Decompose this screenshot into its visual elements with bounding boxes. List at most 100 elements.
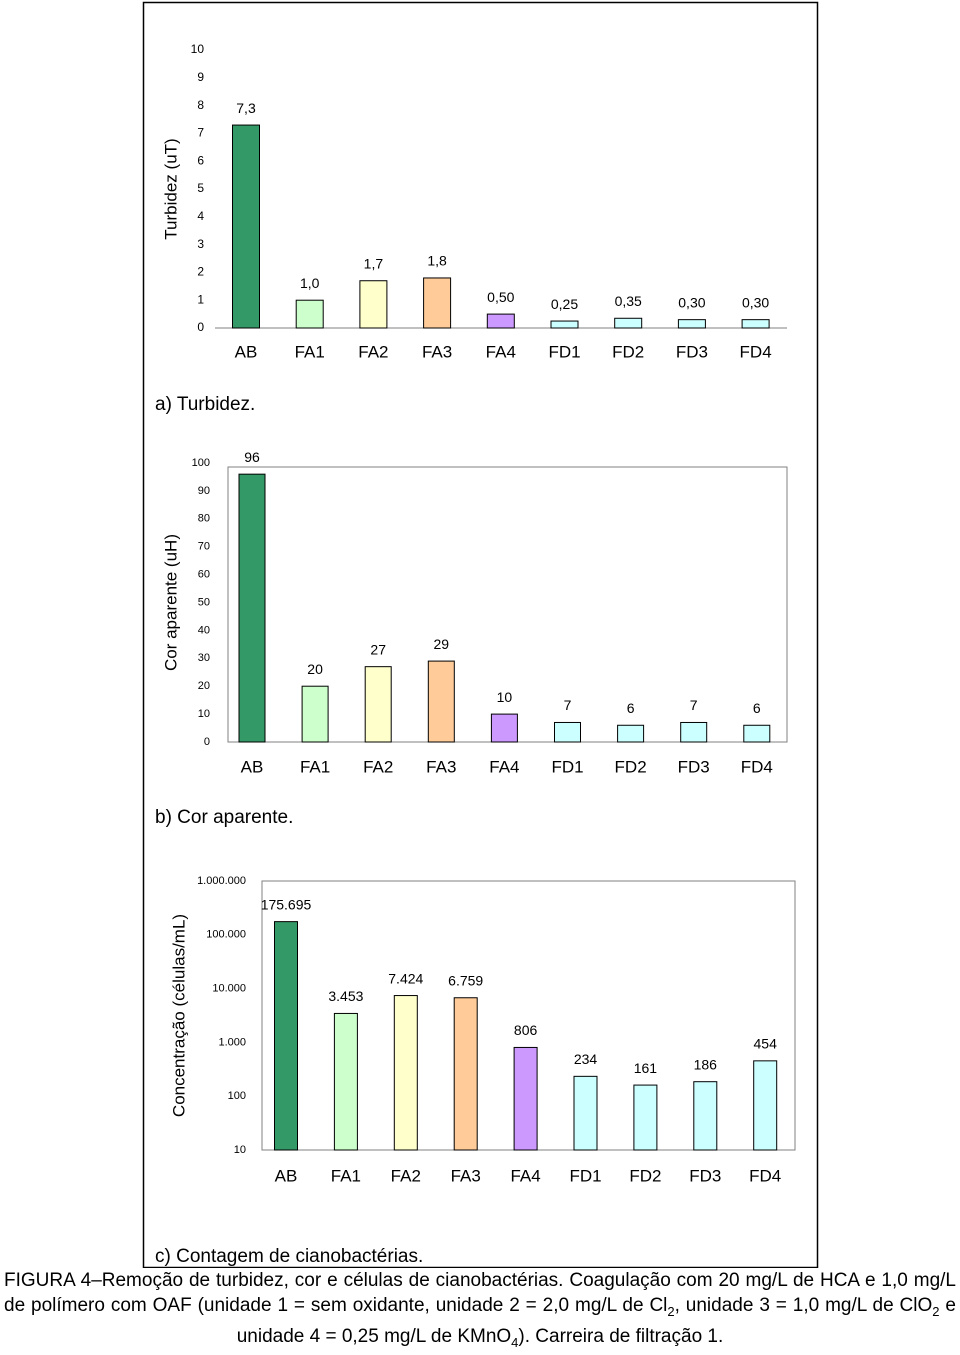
caption-text: 2	[932, 1303, 940, 1319]
bar	[333, 1012, 358, 1151]
y-tick-label: 8	[197, 98, 204, 112]
bar	[427, 660, 455, 743]
x-tick-label: FD4	[749, 1166, 781, 1185]
bar	[513, 1046, 538, 1151]
x-tick-label: FD3	[676, 342, 708, 361]
value-label: 6	[753, 700, 761, 716]
y-tick-label: 1.000	[218, 1036, 246, 1048]
value-label: 806	[514, 1022, 538, 1038]
y-tick-label: 10	[191, 42, 205, 56]
value-label: 0,25	[551, 296, 578, 312]
chart-caption: b) Cor aparente.	[155, 807, 293, 828]
x-tick-label: AB	[241, 757, 264, 776]
y-axis-title: Cor aparente (uH)	[161, 534, 180, 671]
x-tick-label: FA1	[295, 342, 325, 361]
bar	[423, 277, 452, 329]
value-label: 454	[754, 1036, 778, 1052]
bar	[617, 724, 645, 743]
caption-text: e unidade 4 = 0,25 mg/L de KMnO	[236, 1295, 956, 1347]
y-tick-label: 70	[198, 541, 210, 553]
x-tick-label: FD3	[678, 757, 710, 776]
chart-caption: c) Contagem de cianobactérias.	[155, 1246, 423, 1267]
y-tick-label: 10	[234, 1144, 246, 1156]
value-label: 234	[574, 1051, 598, 1067]
bar	[633, 1084, 658, 1151]
bar	[301, 685, 329, 743]
value-label: 1,8	[427, 253, 447, 269]
y-tick-label: 2	[197, 265, 204, 279]
x-tick-label: FD1	[569, 1166, 601, 1185]
bar	[295, 299, 324, 329]
y-tick-label: 100	[228, 1090, 246, 1102]
y-tick-label: 1.000.000	[197, 875, 246, 887]
value-label: 7	[564, 697, 572, 713]
bar	[741, 319, 770, 329]
value-label: 10	[497, 689, 513, 705]
value-label: 175.695	[261, 896, 312, 912]
value-label: 0,30	[678, 294, 705, 310]
bar	[238, 473, 266, 743]
x-tick-label: FA4	[510, 1166, 540, 1185]
y-tick-label: 7	[197, 126, 204, 140]
x-tick-label: FD1	[551, 757, 583, 776]
y-tick-label: 40	[198, 624, 210, 636]
caption-text: ). Carreira de filtração 1.	[518, 1325, 724, 1347]
y-tick-label: 90	[198, 485, 210, 497]
value-label: 0,35	[615, 293, 642, 309]
x-tick-label: FD4	[741, 757, 773, 776]
bar	[743, 724, 771, 743]
y-tick-label: 6	[197, 153, 204, 167]
y-tick-label: 1	[197, 292, 204, 306]
value-label: 29	[434, 636, 450, 652]
value-label: 0,50	[487, 289, 514, 305]
bar	[393, 995, 418, 1151]
y-tick-label: 20	[198, 680, 210, 692]
bar	[554, 721, 581, 743]
x-tick-label: FD2	[615, 757, 647, 776]
y-tick-label: 9	[197, 70, 204, 84]
caption-text: FIGURA 4–Remoção de turbidez, cor e célu…	[4, 1270, 956, 1316]
y-tick-label: 80	[198, 513, 210, 525]
value-label: 20	[307, 661, 323, 677]
y-tick-label: 50	[198, 596, 210, 608]
y-axis-title: Turbidez (uT)	[161, 138, 180, 239]
bar	[753, 1060, 778, 1151]
value-label: 7	[690, 697, 698, 713]
bar	[614, 317, 643, 329]
value-label: 1,7	[364, 255, 384, 271]
value-label: 0,30	[742, 294, 769, 310]
value-label: 161	[634, 1060, 658, 1076]
figure-caption: FIGURA 4–Remoção de turbidez, cor e célu…	[4, 1268, 956, 1355]
x-tick-label: FD2	[629, 1166, 661, 1185]
x-tick-label: FD3	[689, 1166, 721, 1185]
bar	[364, 666, 392, 743]
y-tick-label: 30	[198, 652, 210, 664]
y-tick-label: 10.000	[212, 983, 246, 995]
bar	[274, 921, 298, 1151]
bar	[680, 721, 708, 743]
y-tick-label: 4	[197, 209, 204, 223]
caption-text: 4	[511, 1334, 519, 1350]
bar	[573, 1075, 598, 1151]
caption-text: 2	[667, 1303, 675, 1319]
bar	[453, 997, 478, 1151]
x-tick-label: FA4	[486, 342, 516, 361]
y-axis-title: Concentração (células/mL)	[169, 914, 188, 1117]
bar	[693, 1081, 718, 1151]
y-tick-label: 100	[192, 457, 210, 469]
x-tick-label: FA1	[300, 757, 330, 776]
x-tick-label: FD2	[612, 342, 644, 361]
value-label: 6	[627, 700, 635, 716]
x-tick-label: FD4	[740, 342, 772, 361]
y-tick-label: 0	[197, 320, 204, 334]
x-tick-label: FA3	[426, 757, 456, 776]
x-tick-label: FA3	[422, 342, 452, 361]
x-tick-label: AB	[235, 342, 258, 361]
x-tick-label: FD1	[548, 342, 580, 361]
x-tick-label: FA2	[358, 342, 388, 361]
bar	[677, 319, 706, 329]
x-tick-label: AB	[275, 1166, 298, 1185]
y-tick-label: 100.000	[206, 929, 246, 941]
value-label: 1,0	[300, 275, 320, 291]
